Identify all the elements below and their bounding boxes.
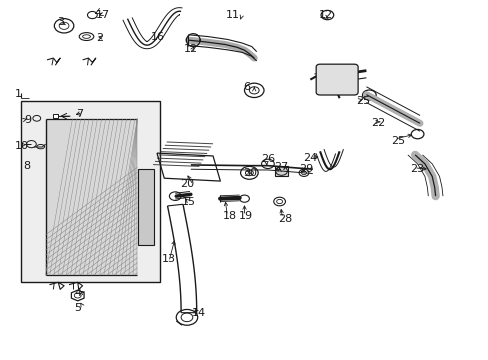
- Text: 19: 19: [238, 211, 252, 221]
- Text: 13: 13: [161, 254, 175, 264]
- Text: 18: 18: [223, 211, 237, 221]
- Bar: [21, 101, 160, 282]
- Text: 20: 20: [180, 179, 194, 189]
- Text: 7: 7: [76, 109, 83, 119]
- Text: 26: 26: [261, 154, 275, 164]
- Text: 8: 8: [23, 161, 30, 171]
- FancyBboxPatch shape: [316, 64, 357, 95]
- Text: 1: 1: [14, 89, 21, 99]
- Text: 29: 29: [299, 164, 313, 174]
- Text: 28: 28: [277, 215, 291, 224]
- Text: 27: 27: [273, 162, 287, 172]
- Text: 16: 16: [151, 32, 164, 41]
- Bar: [274, 166, 288, 176]
- Text: 21: 21: [322, 69, 336, 79]
- Text: 12: 12: [183, 44, 197, 54]
- Text: 30: 30: [243, 168, 257, 178]
- Text: 24: 24: [303, 153, 317, 163]
- Text: 15: 15: [182, 197, 196, 207]
- Text: 22: 22: [370, 118, 385, 128]
- Text: 25: 25: [390, 136, 404, 145]
- Bar: [53, 114, 58, 118]
- Text: 11: 11: [225, 10, 239, 20]
- Bar: [45, 119, 137, 275]
- Text: 23: 23: [409, 164, 424, 174]
- Text: 9: 9: [24, 115, 31, 125]
- Text: 14: 14: [191, 309, 205, 318]
- Text: 25: 25: [355, 96, 369, 106]
- Text: 6: 6: [243, 82, 250, 92]
- Bar: [138, 169, 154, 244]
- Text: 12: 12: [319, 10, 332, 20]
- Text: 4: 4: [74, 288, 81, 298]
- Text: 10: 10: [15, 141, 29, 151]
- Text: 3: 3: [57, 17, 63, 27]
- Text: 17: 17: [96, 10, 110, 20]
- Text: 2: 2: [96, 33, 102, 42]
- Text: 5: 5: [74, 303, 81, 314]
